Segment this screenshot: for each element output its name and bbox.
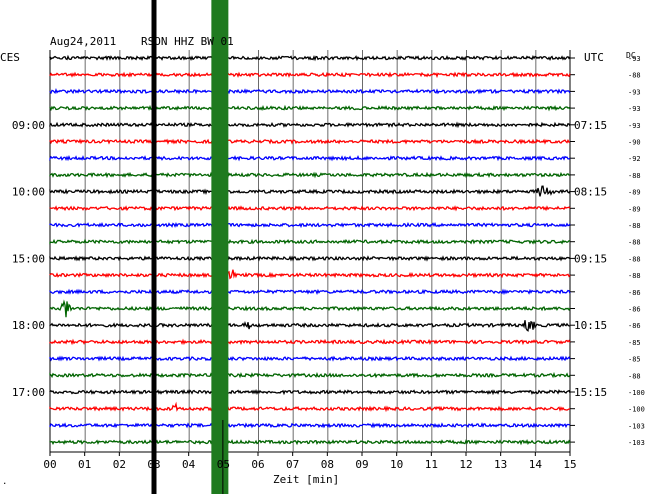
trace-row-14 — [49, 269, 571, 280]
right-zone-label: UTC — [584, 51, 604, 64]
dc-value-label: -89 — [628, 189, 641, 197]
dc-value-label: -93 — [628, 105, 641, 113]
dc-value-label: -90 — [628, 139, 641, 147]
dc-value-label: -103 — [628, 422, 645, 430]
right-hour-label: 07:15 — [574, 119, 607, 132]
trace-row-15 — [49, 288, 571, 296]
dc-value-label: -88 — [628, 172, 641, 180]
left-zone-label: CES — [0, 51, 20, 64]
x-tick-label: 13 — [494, 458, 507, 471]
left-hour-label: 15:00 — [12, 252, 45, 265]
x-tick-label: 09 — [355, 458, 368, 471]
trace-row-11 — [49, 221, 571, 229]
dc-value-label: -100 — [628, 389, 645, 397]
x-tick-label: 15 — [563, 458, 576, 471]
x-tick-label: 12 — [459, 458, 472, 471]
trace-row-3 — [49, 88, 571, 95]
x-tick-label: 00 — [43, 458, 56, 471]
x-tick-label: 14 — [529, 458, 543, 471]
x-tick-label: 03 — [147, 458, 160, 471]
dc-value-label: -86 — [628, 289, 641, 297]
trace-row-2 — [49, 71, 571, 79]
right-hour-label: 15:15 — [574, 386, 607, 399]
trace-row-23 — [49, 422, 571, 429]
dc-value-label: -103 — [628, 439, 645, 447]
date-label: Aug24,2011 — [50, 35, 116, 48]
dc-value-label: -93 — [628, 55, 641, 63]
x-tick-label: 02 — [113, 458, 126, 471]
dc-value-label: -89 — [628, 205, 641, 213]
right-hour-label: 09:15 — [574, 252, 607, 265]
dc-value-label: -88 — [628, 239, 641, 247]
trace-row-24 — [49, 437, 571, 448]
x-tick-label: 04 — [182, 458, 196, 471]
right-hour-label: 10:15 — [574, 319, 607, 332]
dc-value-label: -100 — [628, 406, 645, 414]
trace-row-5 — [49, 121, 571, 129]
left-hour-label: 17:00 — [12, 386, 45, 399]
dc-label: DC — [626, 51, 636, 60]
dc-value-label: -88 — [628, 272, 641, 280]
trace-row-17 — [49, 320, 571, 332]
trace-row-19 — [49, 355, 571, 362]
dc-value-label: -88 — [628, 72, 641, 80]
x-tick-label: 01 — [78, 458, 91, 471]
right-hour-label: 08:15 — [574, 186, 607, 199]
trace-row-9 — [49, 185, 571, 197]
x-tick-label: 05 — [217, 458, 230, 471]
footer-mark: . — [2, 477, 7, 487]
trace-layer — [49, 54, 571, 448]
x-tick-label: 07 — [286, 458, 299, 471]
trace-row-18 — [49, 338, 571, 346]
grid-layer — [49, 50, 575, 456]
left-hour-label: 18:00 — [12, 319, 45, 332]
trace-row-21 — [49, 388, 571, 396]
trace-row-22 — [49, 401, 571, 413]
left-hour-label: 09:00 — [12, 119, 45, 132]
dc-value-label: -93 — [628, 122, 641, 130]
trace-row-1 — [49, 54, 571, 62]
green-marker-line — [211, 0, 229, 494]
label-layer: Aug24,2011 RSON HHZ BW 01 CES UTC DC Zei… — [0, 35, 645, 487]
trace-row-10 — [49, 205, 571, 212]
trace-row-20 — [49, 371, 571, 379]
dc-value-label: -85 — [628, 356, 641, 364]
x-tick-label: 08 — [321, 458, 334, 471]
station-label: RSON HHZ BW 01 — [141, 35, 234, 48]
x-axis-label: Zeit [min] — [273, 473, 339, 486]
trace-row-7 — [49, 155, 571, 162]
trace-row-13 — [49, 255, 571, 262]
dc-value-label: -92 — [628, 155, 641, 163]
trace-row-8 — [49, 171, 571, 179]
trace-row-6 — [49, 138, 571, 145]
dc-value-label: -88 — [628, 255, 641, 263]
black-marker-line — [151, 0, 157, 494]
x-tick-label: 06 — [251, 458, 264, 471]
dc-value-label: -88 — [628, 222, 641, 230]
dc-value-label: -85 — [628, 339, 641, 347]
dc-value-label: -88 — [628, 372, 641, 380]
x-tick-label: 10 — [390, 458, 403, 471]
dc-value-label: -93 — [628, 88, 641, 96]
trace-row-12 — [49, 238, 571, 245]
left-hour-label: 10:00 — [12, 186, 45, 199]
trace-row-16 — [49, 299, 571, 318]
marker-layer — [151, 0, 229, 494]
dc-value-label: -86 — [628, 306, 641, 314]
trace-row-4 — [49, 104, 571, 112]
x-tick-label: 11 — [425, 458, 438, 471]
dc-value-label: -86 — [628, 322, 641, 330]
